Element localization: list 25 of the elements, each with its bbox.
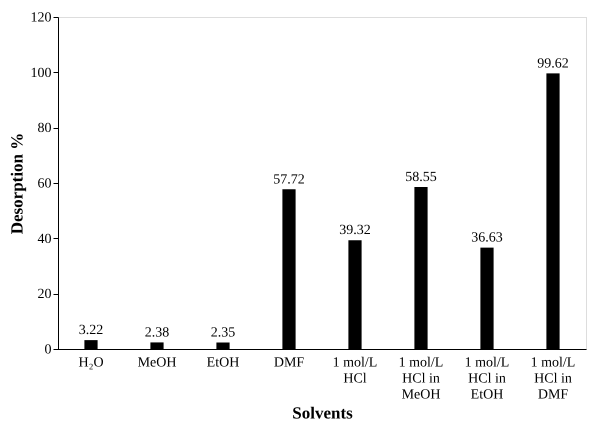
data-label: 36.63 [471,230,503,246]
data-label: 58.55 [405,170,437,186]
y-axis-title: Desorption % [8,132,26,234]
y-tick-label: 100 [30,66,52,81]
y-tick-label: 60 [38,176,52,192]
y-tick-label: 80 [38,121,52,136]
x-axis-title: Solvents [292,404,354,422]
data-label: 2.38 [144,325,170,340]
data-label: 57.72 [273,172,305,188]
x-tick-label: 1 mol/L HCl in MeOH [398,356,444,402]
y-tick-label: 120 [30,10,52,26]
x-tick-label: EtOH [206,356,240,370]
y-tick-label: 0 [44,342,52,358]
data-label: 99.62 [537,56,569,72]
data-label: 2.35 [210,326,236,340]
x-tick-label: 1 mol/L HCl in EtOH [464,356,510,402]
data-label: 3.22 [78,323,104,338]
y-tick-label: 40 [38,232,52,247]
x-tick-label: MeOH [138,356,176,370]
x-tick-label: 1 mol/L HCl in DMF [530,356,576,402]
x-tick-label: DMF [274,356,304,370]
data-label: 39.32 [339,223,371,238]
y-tick-label: 20 [38,287,52,302]
x-tick-label: 1 mol/L HCl [332,356,378,386]
x-tick-label: H₂O [78,356,104,370]
